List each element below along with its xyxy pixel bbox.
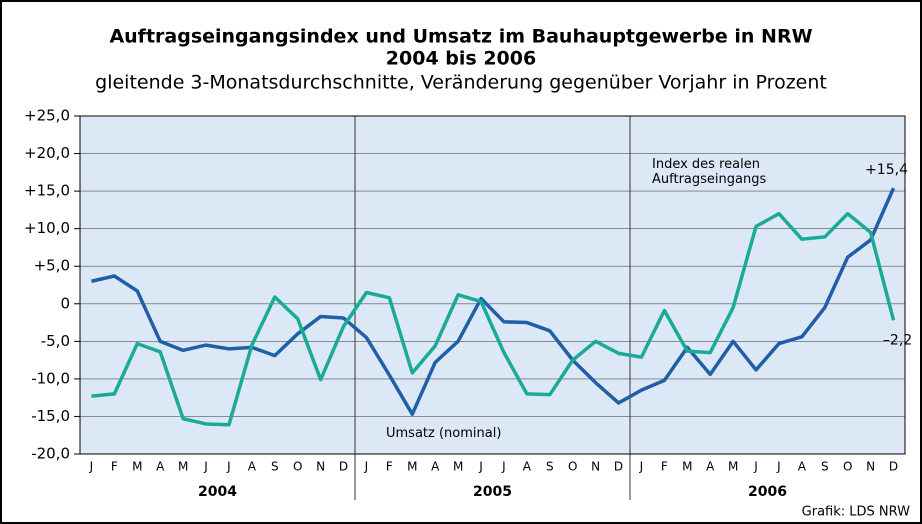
series-label: Index des realen Auftragseingangs: [652, 157, 767, 187]
x-tick-label: F: [111, 460, 118, 474]
x-tick-label: A: [156, 460, 165, 474]
x-tick-label: M: [178, 460, 188, 474]
x-tick-label: S: [546, 460, 554, 474]
x-tick-label: J: [364, 460, 369, 474]
y-tick-label: -5,0: [41, 332, 70, 350]
y-tick-label: -20,0: [31, 445, 70, 463]
x-tick-label: J: [501, 460, 506, 474]
x-tick-label: D: [614, 460, 623, 474]
x-tick-label: A: [798, 460, 807, 474]
x-tick-label: J: [639, 460, 644, 474]
x-tick-label: A: [431, 460, 440, 474]
chart-title: Auftragseingangsindex und Umsatz im Bauh…: [109, 26, 812, 48]
y-tick-label: 0: [60, 294, 70, 312]
x-tick-label: J: [478, 460, 483, 474]
x-tick-label: F: [661, 460, 668, 474]
x-tick-label: S: [821, 460, 829, 474]
x-tick-label: M: [682, 460, 692, 474]
x-tick-label: J: [89, 460, 94, 474]
chart-subtitle: gleitende 3-Monatsdurchschnitte, Verände…: [95, 72, 827, 94]
x-tick-label: M: [453, 460, 463, 474]
y-tick-label: +5,0: [34, 257, 70, 275]
x-tick-label: O: [843, 460, 852, 474]
series-label: Umsatz (nominal): [386, 426, 502, 441]
x-tick-label: M: [728, 460, 738, 474]
x-tick-label: D: [339, 460, 348, 474]
plot-border: [79, 115, 906, 455]
x-tick-label: M: [132, 460, 142, 474]
y-tick-label: -10,0: [31, 369, 70, 387]
y-tick-label: +10,0: [24, 219, 70, 237]
year-label: 2006: [748, 484, 787, 500]
x-tick-label: A: [523, 460, 532, 474]
x-tick-label: J: [203, 460, 208, 474]
x-tick-label: J: [753, 460, 758, 474]
x-tick-label: J: [776, 460, 781, 474]
data-label: +15,4: [865, 162, 908, 178]
x-tick-label: N: [866, 460, 875, 474]
year-label: 2004: [198, 484, 237, 500]
x-tick-label: A: [248, 460, 257, 474]
x-tick-label: N: [316, 460, 325, 474]
x-tick-label: D: [889, 460, 898, 474]
x-tick-label: N: [591, 460, 600, 474]
chart-title: 2004 bis 2006: [386, 48, 536, 70]
x-tick-label: O: [293, 460, 302, 474]
x-tick-label: M: [407, 460, 417, 474]
series-line: [91, 187, 896, 416]
x-tick-label: J: [226, 460, 231, 474]
y-tick-label: -15,0: [31, 407, 70, 425]
x-tick-label: A: [706, 460, 715, 474]
source: Grafik: LDS NRW: [802, 505, 910, 520]
y-tick-label: +15,0: [24, 182, 70, 200]
x-tick-label: F: [386, 460, 393, 474]
y-tick-label: +20,0: [24, 144, 70, 162]
year-label: 2005: [473, 484, 512, 500]
data-label: –2,2: [883, 332, 912, 348]
plot-area: [80, 116, 905, 454]
x-tick-label: S: [271, 460, 279, 474]
x-tick-label: O: [568, 460, 577, 474]
series-line: [91, 211, 896, 427]
y-tick-label: +25,0: [24, 107, 70, 125]
